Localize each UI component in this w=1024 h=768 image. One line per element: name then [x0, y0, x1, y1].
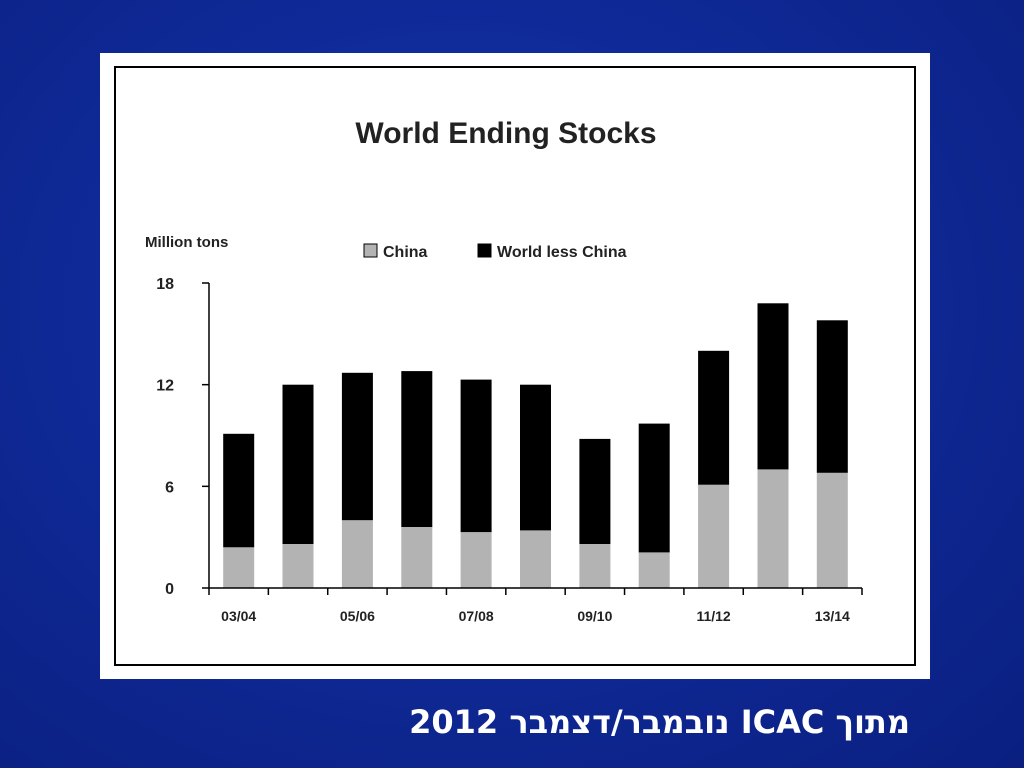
- legend-label-china: China: [383, 244, 428, 261]
- y-axis-label: Million tons: [145, 234, 228, 251]
- bar-world-less-china-3: [401, 371, 433, 527]
- axes: 0 6 12 18 03/04 05/06 07/08 09/10 11/12 13/14: [156, 276, 863, 624]
- bar-world-less-china-2: [341, 372, 373, 521]
- y-tick-label-6: 6: [165, 479, 174, 496]
- bar-china-3: [401, 527, 433, 588]
- legend: China World less China: [363, 243, 627, 261]
- bar-world-less-china-9: [757, 303, 789, 470]
- bars: [223, 303, 848, 588]
- x-tick-label-4: 07/08: [459, 608, 494, 624]
- y-tick-label-0: 0: [165, 581, 174, 598]
- bar-china-5: [520, 530, 551, 588]
- legend-swatch-world-less-china: [477, 243, 492, 258]
- bar-world-less-china-1: [282, 384, 314, 544]
- y-tick-label-12: 12: [156, 378, 174, 395]
- chart-box: World Ending Stocks Million tons China Wo…: [114, 66, 916, 666]
- chart-title: World Ending Stocks: [355, 117, 656, 150]
- x-tick-label-6: 09/10: [577, 608, 612, 624]
- bar-china-8: [698, 484, 730, 588]
- source-caption: מתוך ICAC נובמבר/דצמבר 2012: [409, 703, 910, 741]
- bar-world-less-china-8: [698, 350, 730, 485]
- slide-frame: World Ending Stocks Million tons China Wo…: [100, 53, 930, 679]
- bar-china-6: [579, 543, 611, 588]
- bar-world-less-china-0: [223, 433, 255, 548]
- legend-swatch-china: [363, 243, 378, 258]
- bar-china-2: [341, 520, 373, 588]
- y-tick-label-18: 18: [156, 276, 174, 293]
- bar-world-less-china-5: [520, 384, 551, 531]
- legend-label-world-less-china: World less China: [497, 244, 627, 261]
- bar-china-0: [223, 547, 255, 588]
- bar-world-less-china-6: [579, 438, 611, 544]
- bar-world-less-china-10: [816, 320, 848, 473]
- bar-china-7: [638, 552, 670, 588]
- bar-china-1: [282, 543, 314, 588]
- x-tick-label-2: 05/06: [340, 608, 375, 624]
- bar-china-9: [757, 469, 789, 588]
- stacked-bar-chart: World Ending Stocks Million tons China Wo…: [145, 117, 863, 624]
- x-tick-label-10: 13/14: [815, 608, 850, 624]
- bar-china-10: [816, 472, 848, 588]
- bar-world-less-china-4: [460, 379, 492, 533]
- bar-world-less-china-7: [638, 423, 670, 553]
- x-tick-label-0: 03/04: [221, 608, 256, 624]
- x-tick-label-8: 11/12: [696, 608, 730, 624]
- bar-china-4: [460, 532, 492, 588]
